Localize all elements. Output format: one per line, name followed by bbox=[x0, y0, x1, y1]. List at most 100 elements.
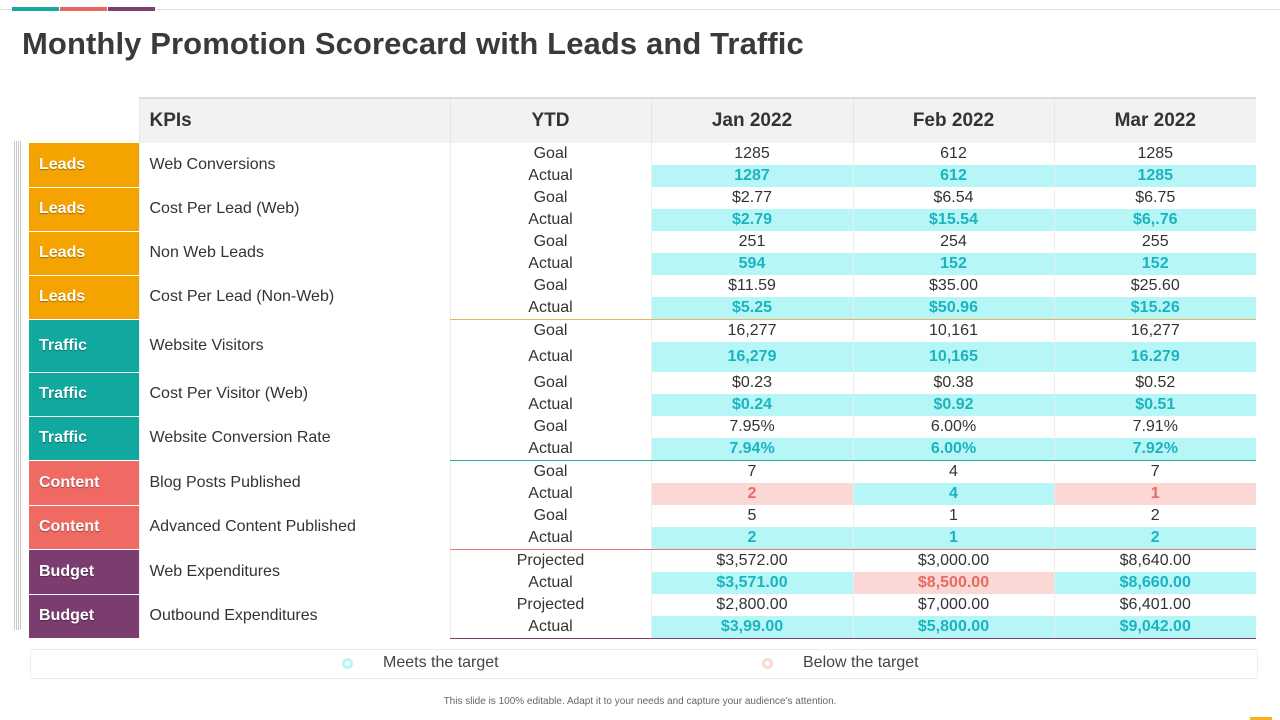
goal-value-jan: $0.23 bbox=[650, 372, 853, 394]
kpi-name: Advanced Content Published bbox=[138, 505, 450, 550]
goal-value-feb: 254 bbox=[852, 231, 1054, 253]
table-row-website-conversion-rate-goal: Traffic Website Conversion Rate Goal 7.95% 6… bbox=[29, 416, 1256, 461]
scorecard-body: Leads Web Conversions Goal 1285 612 1285 Actua… bbox=[29, 143, 1256, 639]
goal-label: Goal bbox=[449, 460, 651, 483]
goal-value-mar: $6,401.00 bbox=[1053, 594, 1256, 616]
goal-label: Goal bbox=[449, 505, 651, 527]
actual-value-feb: 1 bbox=[852, 527, 1054, 550]
header-feb: Feb 2022 bbox=[852, 97, 1054, 143]
below-target-icon bbox=[762, 657, 773, 669]
corner-accent bbox=[1250, 717, 1272, 720]
goal-label: Projected bbox=[449, 594, 651, 616]
top-divider bbox=[0, 9, 1280, 10]
actual-value-mar: 1285 bbox=[1053, 165, 1256, 187]
kpi-name: Outbound Expenditures bbox=[138, 594, 450, 639]
goal-label: Projected bbox=[449, 549, 651, 572]
goal-label: Goal bbox=[449, 372, 651, 394]
actual-value-jan: $3,571.00 bbox=[650, 572, 853, 594]
actual-label: Actual bbox=[449, 297, 651, 320]
goal-value-feb: 6.00% bbox=[852, 416, 1054, 438]
actual-value-mar: 1 bbox=[1053, 483, 1256, 505]
goal-value-jan: 1285 bbox=[650, 143, 853, 165]
actual-label: Actual bbox=[449, 483, 651, 505]
goal-value-feb: 10,161 bbox=[852, 319, 1054, 342]
kpi-name: Cost Per Lead (Web) bbox=[138, 187, 450, 231]
actual-value-feb: 4 bbox=[852, 483, 1054, 505]
actual-value-mar: $15.26 bbox=[1053, 297, 1256, 320]
meets-target-icon bbox=[342, 657, 353, 669]
actual-value-jan: $3,99.00 bbox=[650, 616, 853, 639]
category-tag: Budget bbox=[29, 594, 139, 639]
goal-value-feb: $7,000.00 bbox=[852, 594, 1054, 616]
table-row-website-visitors-goal: Traffic Website Visitors Goal 16,277 10,161 1… bbox=[29, 319, 1256, 373]
table-row-cost-per-lead-web-actual: Actual $2.79 $15.54 $6,.76 bbox=[29, 209, 1256, 231]
actual-value-feb: $8,500.00 bbox=[852, 572, 1054, 594]
legend-below: Below the target bbox=[762, 654, 919, 672]
category-tag: Traffic bbox=[29, 416, 139, 461]
actual-label: Actual bbox=[449, 394, 651, 416]
table-row-web-expenditures-actual: Actual $3,571.00 $8,500.00 $8,660.00 bbox=[29, 572, 1256, 594]
actual-value-mar: 2 bbox=[1053, 527, 1256, 550]
actual-value-jan: 16,279 bbox=[650, 342, 853, 372]
actual-value-feb: $50.96 bbox=[852, 297, 1054, 320]
actual-value-mar: 152 bbox=[1053, 253, 1256, 275]
actual-value-jan: 2 bbox=[650, 527, 853, 550]
table-row-advanced-content-published-actual: Actual 2 1 2 bbox=[29, 527, 1256, 550]
goal-value-feb: $3,000.00 bbox=[852, 549, 1054, 572]
table-row-web-expenditures-goal: Budget Web Expenditures Projected $3,572.00… bbox=[29, 549, 1256, 595]
legend: Meets the target Below the target bbox=[30, 649, 1258, 679]
goal-value-jan: 251 bbox=[650, 231, 853, 253]
actual-value-feb: $0.92 bbox=[852, 394, 1054, 416]
actual-value-jan: 2 bbox=[650, 483, 853, 505]
actual-value-feb: 612 bbox=[852, 165, 1054, 187]
kpi-name: Website Visitors bbox=[138, 319, 450, 372]
goal-value-mar: 7 bbox=[1053, 460, 1256, 483]
legend-meets: Meets the target bbox=[342, 654, 499, 672]
goal-value-jan: 5 bbox=[650, 505, 853, 527]
table-row-non-web-leads-goal: Leads Non Web Leads Goal 251 254 255 bbox=[29, 231, 1256, 276]
category-tag: Leads bbox=[29, 143, 139, 188]
actual-value-mar: 16.279 bbox=[1053, 342, 1256, 372]
category-tag: Leads bbox=[29, 275, 139, 320]
table-row-website-conversion-rate-actual: Actual 7.94% 6.00% 7.92% bbox=[29, 438, 1256, 461]
actual-value-mar: 7.92% bbox=[1053, 438, 1256, 461]
goal-value-feb: 1 bbox=[852, 505, 1054, 527]
accent-bar-coral bbox=[60, 7, 107, 11]
scorecard-table: KPIs YTD Jan 2022 Feb 2022 Mar 2022 Lead… bbox=[29, 97, 1256, 639]
actual-value-jan: 1287 bbox=[650, 165, 853, 187]
goal-label: Goal bbox=[449, 231, 651, 253]
kpi-name: Non Web Leads bbox=[138, 231, 450, 275]
header-blank bbox=[29, 98, 139, 143]
goal-label: Goal bbox=[449, 416, 651, 438]
header-mar: Mar 2022 bbox=[1053, 97, 1256, 143]
goal-label: Goal bbox=[449, 275, 651, 297]
actual-value-feb: 6.00% bbox=[852, 438, 1054, 461]
actual-value-feb: 10,165 bbox=[852, 342, 1054, 372]
category-tag: Leads bbox=[29, 231, 139, 276]
goal-value-mar: 1285 bbox=[1053, 143, 1256, 165]
goal-label: Goal bbox=[449, 143, 651, 165]
accent-bar-teal bbox=[12, 7, 59, 11]
category-tag: Budget bbox=[29, 549, 139, 595]
goal-value-mar: 16,277 bbox=[1053, 319, 1256, 342]
goal-value-mar: 7.91% bbox=[1053, 416, 1256, 438]
actual-label: Actual bbox=[449, 165, 651, 187]
table-row-website-visitors-actual: Actual 16,279 10,165 16.279 bbox=[29, 342, 1256, 372]
actual-value-jan: 594 bbox=[650, 253, 853, 275]
actual-label: Actual bbox=[449, 209, 651, 231]
goal-value-mar: 255 bbox=[1053, 231, 1256, 253]
actual-value-mar: $9,042.00 bbox=[1053, 616, 1256, 639]
goal-value-feb: 4 bbox=[852, 460, 1054, 483]
goal-value-jan: $2.77 bbox=[650, 187, 853, 209]
goal-value-feb: $6.54 bbox=[852, 187, 1054, 209]
category-tag: Traffic bbox=[29, 372, 139, 417]
legend-below-label: Below the target bbox=[803, 654, 919, 671]
goal-value-mar: $8,640.00 bbox=[1053, 549, 1256, 572]
kpi-name: Cost Per Visitor (Web) bbox=[138, 372, 450, 416]
header-row: KPIs YTD Jan 2022 Feb 2022 Mar 2022 bbox=[29, 97, 1256, 143]
goal-value-feb: $35.00 bbox=[852, 275, 1054, 297]
header-kpis: KPIs bbox=[138, 97, 450, 143]
goal-value-jan: $3,572.00 bbox=[650, 549, 853, 572]
actual-value-feb: $5,800.00 bbox=[852, 616, 1054, 639]
table-row-cost-per-lead-non-web-goal: Leads Cost Per Lead (Non-Web) Goal $11.59 $3… bbox=[29, 275, 1256, 320]
